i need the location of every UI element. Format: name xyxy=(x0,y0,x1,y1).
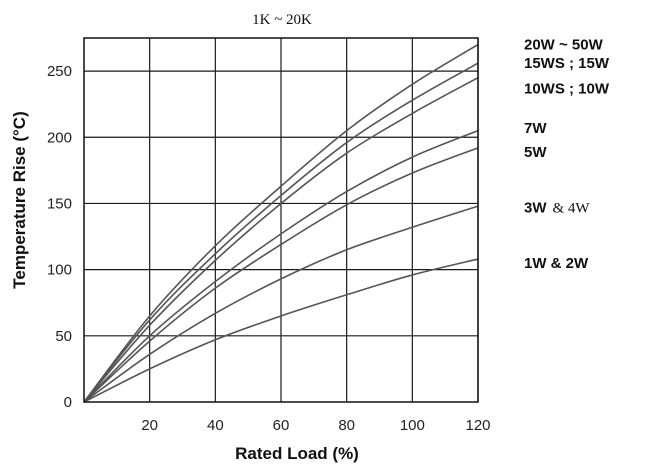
x-tick-label: 120 xyxy=(465,417,490,434)
y-tick-label: 150 xyxy=(47,195,72,212)
x-tick-label: 100 xyxy=(400,417,425,434)
chart-title: 1K ~ 20K xyxy=(252,12,312,28)
series-label: 3W xyxy=(524,199,547,216)
x-axis-title: Rated Load (%) xyxy=(235,444,359,463)
x-tick-label: 80 xyxy=(338,417,355,434)
series-line xyxy=(83,147,479,403)
y-tick-label: 0 xyxy=(64,394,72,411)
series-line xyxy=(83,77,479,403)
y-tick-label: 250 xyxy=(47,63,72,80)
series-label: 10WS ; 10W xyxy=(524,80,610,97)
x-tick-label: 40 xyxy=(207,417,224,434)
series-lines xyxy=(83,43,479,403)
series-line xyxy=(83,62,479,403)
series-label: 1W & 2W xyxy=(524,255,589,272)
series-line xyxy=(83,258,479,403)
y-axis-title: Temperature Rise (°C) xyxy=(10,111,29,288)
tick-labels: 20 40 60 80 100 120 0 50 100 150 200 250 xyxy=(47,63,491,434)
series-label: 15WS ; 15W xyxy=(524,55,610,72)
series-label: 7W xyxy=(524,120,547,137)
y-tick-label: 200 xyxy=(47,129,72,146)
grid xyxy=(84,38,479,402)
series-line xyxy=(83,129,479,403)
series-label: 20W ~ 50W xyxy=(524,37,604,54)
series-line xyxy=(83,205,479,403)
series-line xyxy=(83,43,479,403)
series-label: & 4W xyxy=(553,200,591,216)
y-tick-label: 50 xyxy=(55,328,72,345)
x-tick-label: 20 xyxy=(141,417,158,434)
plot-frame xyxy=(83,37,479,403)
y-tick-label: 100 xyxy=(47,262,72,279)
x-tick-label: 60 xyxy=(273,417,290,434)
series-label: 5W xyxy=(524,144,547,161)
